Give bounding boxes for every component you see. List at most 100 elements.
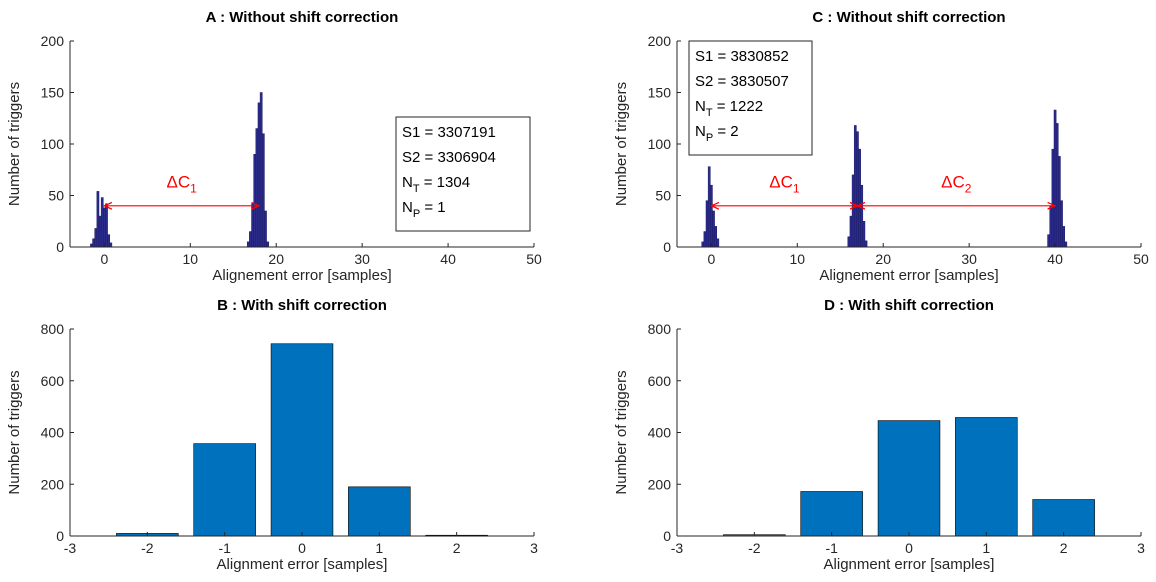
bar <box>853 125 857 248</box>
x-tick-label: 0 <box>100 251 108 267</box>
bar <box>800 491 863 537</box>
x-tick-label: 1 <box>375 540 383 556</box>
bar <box>253 154 257 248</box>
bar <box>1053 109 1057 248</box>
y-tick-label: 0 <box>663 239 671 255</box>
y-tick-label: 800 <box>648 321 672 337</box>
stats-line-sub: P <box>706 132 713 144</box>
y-tick-label: 150 <box>41 85 65 101</box>
stats-line: S1 = 3307191 <box>402 124 496 141</box>
bar <box>1032 499 1095 537</box>
x-tick-label: 50 <box>526 251 542 267</box>
x-tick-label: 3 <box>530 540 538 556</box>
x-tick-label: 2 <box>453 540 461 556</box>
x-tick-label: -2 <box>748 540 761 556</box>
x-tick-label: -2 <box>141 540 154 556</box>
x-tick-label: 30 <box>354 251 370 267</box>
panel-D: -3 -2 -1 0 1 2 3 0 200 400 600 800 D : With shift co… <box>613 297 1145 573</box>
y-tick-label: 100 <box>41 136 65 152</box>
x-axis-label: Alignment error [samples] <box>824 556 995 573</box>
bar <box>955 417 1018 537</box>
delta-label: ΔC1 <box>167 172 198 195</box>
bar <box>257 102 261 248</box>
bar <box>710 184 713 248</box>
stats-line-text: S1 = 3307191 <box>402 124 496 141</box>
y-axis-label: Number of triggers <box>6 370 23 494</box>
y-axis-label: Number of triggers <box>613 82 630 206</box>
x-tick-label: 40 <box>440 251 456 267</box>
bar <box>858 148 861 248</box>
panel-B: -3 -2 -1 0 1 2 3 0 200 400 600 800 B : With shift co… <box>6 297 538 573</box>
stats-line: S1 = 3830852 <box>695 48 789 65</box>
textbox-border <box>688 40 813 156</box>
bar <box>249 231 252 248</box>
bar <box>100 197 104 248</box>
bar <box>847 236 851 248</box>
bar <box>716 238 720 248</box>
x-tick-label: 20 <box>268 251 284 267</box>
x-tick-label: -1 <box>218 540 231 556</box>
textbox-border <box>395 116 531 232</box>
stats-line: NT = 1222 <box>695 98 763 119</box>
bar <box>262 133 265 248</box>
bar <box>255 128 259 248</box>
y-tick-label: 600 <box>648 373 672 389</box>
stats-line-text: S1 = 3830852 <box>695 48 789 65</box>
panel-C: 0 10 20 30 40 50 0 50 100 150 200 C : Without shift… <box>613 9 1149 284</box>
bar <box>862 221 866 248</box>
delta-label: ΔC1 <box>769 172 800 195</box>
y-tick-label: 150 <box>648 85 672 101</box>
y-tick-label: 0 <box>56 528 64 544</box>
stats-line: NP = 2 <box>695 123 739 144</box>
chart-title: D : With shift correction <box>824 297 994 314</box>
y-axis-label: Number of triggers <box>613 370 630 494</box>
x-tick-label: 30 <box>961 251 977 267</box>
bar <box>849 215 853 248</box>
bar <box>348 486 411 537</box>
x-axis-label: Alignement error [samples] <box>212 267 391 284</box>
y-tick-label: 200 <box>41 476 65 492</box>
delta-label: ΔC2 <box>941 172 972 195</box>
stats-line-text: N <box>402 199 413 216</box>
bar <box>98 215 102 248</box>
bar <box>1049 205 1053 248</box>
stats-line: S2 = 3830507 <box>695 73 789 90</box>
x-tick-label: -1 <box>825 540 838 556</box>
x-tick-label: 10 <box>183 251 199 267</box>
y-tick-label: 0 <box>56 239 64 255</box>
stats-line-text: S2 = 3306904 <box>402 149 496 166</box>
stats-line-rest: = 2 <box>713 123 738 140</box>
x-tick-label: -3 <box>671 540 684 556</box>
x-axis-label: Alignment error [samples] <box>217 556 388 573</box>
x-tick-label: 20 <box>875 251 891 267</box>
x-tick-label: 0 <box>707 251 715 267</box>
chart-title: B : With shift correction <box>217 297 387 314</box>
bar <box>856 131 859 248</box>
stats-line-text: N <box>695 98 706 115</box>
stats-line-sub: T <box>706 107 713 119</box>
bar <box>705 200 709 248</box>
bar <box>701 241 705 248</box>
panel-A: 0 10 20 30 40 50 0 50 100 150 200 A : Without shift… <box>6 9 542 284</box>
bar <box>1062 226 1065 248</box>
x-tick-label: 40 <box>1047 251 1063 267</box>
bar <box>109 242 113 248</box>
x-tick-label: 2 <box>1060 540 1068 556</box>
bar <box>105 203 108 248</box>
bar <box>251 203 254 248</box>
y-tick-label: 200 <box>648 476 672 492</box>
bar <box>1058 156 1061 248</box>
bar <box>107 234 110 248</box>
bar <box>860 184 864 248</box>
bar <box>259 92 263 248</box>
bars <box>116 343 488 537</box>
bar <box>266 241 269 248</box>
stats-line: NT = 1304 <box>402 174 470 195</box>
delta-label-sub: 2 <box>965 181 972 195</box>
y-tick-label: 400 <box>41 425 65 441</box>
x-tick-label: 3 <box>1137 540 1145 556</box>
delta-label-main: ΔC <box>941 172 965 191</box>
stats-line-text: S2 = 3830507 <box>695 73 789 90</box>
delta-label-sub: 1 <box>793 181 800 195</box>
